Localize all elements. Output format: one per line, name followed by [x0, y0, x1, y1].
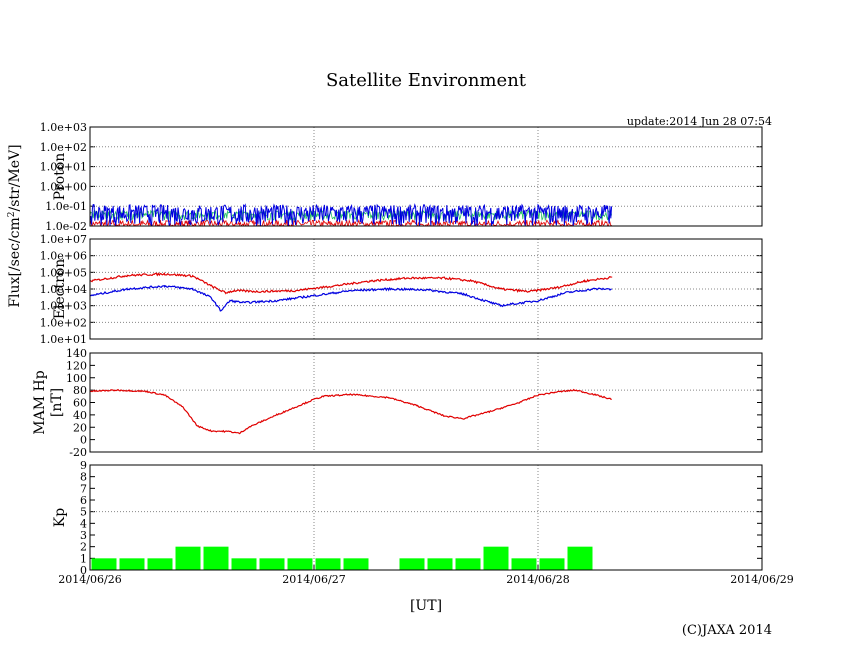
kp-ytick-label: 9 [80, 459, 87, 472]
kp-bar [231, 558, 257, 570]
kp-bar [287, 558, 313, 570]
mam-ytick-label: 80 [73, 384, 87, 397]
electron-series-red [90, 272, 613, 295]
electron-series-group [90, 272, 613, 312]
kp-ytick-label: 4 [80, 517, 87, 530]
kp-bar [147, 558, 173, 570]
kp-bar [315, 558, 341, 570]
electron-ytick-label: 1.0e+05 [40, 266, 87, 279]
proton-ytick-label: 1.0e-02 [45, 220, 87, 233]
kp-bar [175, 546, 201, 570]
proton-panel: 1.0e-02 1.0e-01 1.0e+00 1.0e+01 1.0e+02 1.0e+… [40, 121, 763, 233]
kp-bar [427, 558, 453, 570]
kp-ytick-label: 0 [80, 564, 87, 577]
kp-ylabel: Kp [52, 508, 68, 527]
kp-bar [539, 558, 565, 570]
kp-ytick-label: 6 [80, 494, 87, 507]
x-axis-label: [UT] [410, 598, 442, 614]
kp-bar [567, 546, 593, 570]
mam-series-group [90, 388, 612, 435]
kp-ytick-label: 7 [80, 482, 87, 495]
plot-area: 1.0e-021.0e-011.0e+001.0e+011.0e+021.0e+… [32, 121, 794, 614]
kp-ytick-label: 3 [80, 529, 87, 542]
kp-ytick-label: 2 [80, 541, 87, 554]
electron-ytick-label: 1.0e+03 [40, 300, 87, 313]
flux-axis-label: Flux[/sec/cm2/str/MeV] [7, 144, 23, 307]
mam-ytick-label: -20 [69, 446, 87, 459]
electron-ylabel: Electron [52, 259, 68, 320]
mam-ylabel: MAM Hp [32, 370, 48, 434]
kp-frame [89, 464, 763, 571]
x-tick-label: 2014/06/27 [282, 573, 345, 586]
mam-ytick-label: 100 [66, 372, 87, 385]
kp-ytick-label: 1 [80, 552, 87, 565]
x-tick-label: 2014/06/28 [506, 573, 569, 586]
electron-ytick-label: 1.0e+07 [40, 233, 87, 246]
proton-ylabel: Proton [52, 153, 68, 201]
proton-ytick-label: 1.0e+02 [40, 141, 87, 154]
electron-panel: 1.0e+01 1.0e+02 1.0e+03 1.0e+04 1.0e+05 1.0e+… [40, 233, 763, 346]
mam-series-red [90, 388, 612, 435]
proton-series-blue [90, 203, 613, 226]
electron-ytick-label: 1.0e+01 [40, 333, 87, 346]
proton-frame [89, 126, 763, 227]
electron-series-blue [90, 284, 612, 312]
kp-bar [91, 558, 117, 570]
kp-bar [455, 558, 481, 570]
x-tick-label: 2014/06/26 [58, 573, 121, 586]
electron-ytick-label: 1.0e+06 [40, 250, 87, 263]
kp-ytick-label: 8 [80, 471, 87, 484]
update-timestamp: update:2014 Jun 28 07:54 [627, 115, 772, 128]
kp-ytick-label: 5 [80, 506, 87, 519]
mam-ytick-label: 0 [80, 434, 87, 447]
kp-bar [119, 558, 145, 570]
mam-ytick-label: 60 [73, 397, 87, 410]
kp-series-group [91, 546, 593, 570]
kp-bar [483, 546, 509, 570]
x-tick-label: 2014/06/29 [730, 573, 793, 586]
mam-ytick-label: 120 [66, 359, 87, 372]
proton-ytick-label: 1.0e+00 [40, 180, 87, 193]
proton-ytick-label: 1.0e+03 [40, 121, 87, 134]
mam-ytick-label: 20 [73, 421, 87, 434]
mam-ytick-label: 140 [66, 347, 87, 360]
mam-ylabel-unit: [nT] [49, 388, 65, 417]
kp-bar [511, 558, 537, 570]
electron-ytick-label: 1.0e+02 [40, 316, 87, 329]
kp-bar [399, 558, 425, 570]
proton-series-group [90, 203, 613, 226]
kp-bar [259, 558, 285, 570]
mam-frame [89, 352, 763, 453]
kp-bar [203, 546, 229, 570]
chart-title: Satellite Environment [326, 70, 527, 91]
proton-ytick-label: 1.0e+01 [40, 161, 87, 174]
copyright: (C)JAXA 2014 [682, 623, 772, 638]
electron-ytick-label: 1.0e+04 [40, 283, 87, 296]
mam-ytick-label: 40 [73, 409, 87, 422]
kp-bar [343, 558, 369, 570]
electron-frame [89, 238, 763, 340]
proton-ytick-label: 1.0e-01 [45, 200, 87, 213]
